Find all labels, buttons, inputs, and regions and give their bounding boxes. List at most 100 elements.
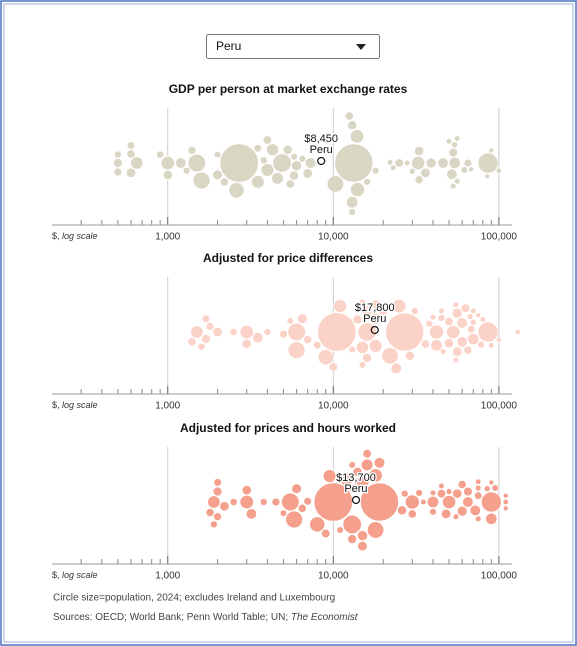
bubble	[289, 170, 300, 181]
bubble	[282, 144, 293, 155]
bubble	[456, 317, 468, 329]
bubble	[209, 520, 218, 529]
bubble	[219, 143, 259, 183]
bubble	[304, 157, 317, 169]
bubble	[462, 496, 474, 508]
x-axis-label: $, log scale	[52, 570, 98, 580]
bubble	[404, 494, 420, 510]
bubble	[444, 316, 454, 327]
bubble	[400, 489, 409, 498]
bubble	[252, 332, 264, 344]
x-tick-label: 100,000	[481, 571, 518, 582]
bubble	[113, 150, 122, 159]
bubble	[192, 171, 211, 190]
bubble	[429, 508, 437, 516]
bubble	[477, 340, 485, 349]
bubble	[436, 488, 447, 499]
bubble	[349, 129, 365, 144]
dropdown-box[interactable]	[206, 34, 380, 59]
bubble	[348, 484, 357, 492]
highlight-value: $13,700	[336, 472, 376, 484]
bubble	[272, 153, 292, 173]
bubble	[212, 486, 223, 497]
bubble	[285, 179, 295, 189]
bubble	[469, 504, 481, 517]
bubble	[187, 337, 197, 347]
highlight-marker	[351, 495, 361, 505]
bubble	[190, 325, 204, 339]
bubble	[389, 164, 397, 172]
bubble	[156, 150, 165, 159]
bubble	[212, 326, 223, 338]
highlight-value: $8,450	[304, 133, 338, 145]
bubble	[350, 182, 365, 198]
bubble	[404, 350, 415, 361]
bubble	[386, 159, 394, 166]
bubble	[352, 466, 363, 477]
bubble	[322, 469, 337, 483]
panel-title: Adjusted for price differences	[203, 251, 373, 265]
bubble	[414, 175, 424, 185]
bubble	[266, 143, 280, 157]
bubble	[262, 135, 273, 145]
bubble	[201, 314, 211, 323]
bubble	[241, 338, 252, 349]
dropdown[interactable]: Peru	[206, 34, 380, 59]
bubble	[414, 146, 425, 157]
bubble	[279, 509, 288, 517]
bubble	[425, 157, 437, 169]
bubble	[456, 505, 468, 517]
highlight-value: $17,800	[355, 302, 395, 314]
bubble	[336, 526, 344, 534]
bubble	[113, 167, 123, 177]
bubble	[463, 486, 473, 497]
bubble	[287, 322, 306, 342]
bubble	[451, 141, 458, 149]
x-tick-label: 100,000	[481, 232, 518, 243]
bubble	[469, 318, 477, 326]
bubble	[328, 362, 338, 372]
bubble	[370, 299, 381, 309]
bubble	[514, 329, 521, 335]
bubble	[452, 356, 460, 364]
bubble	[373, 457, 386, 469]
bubble	[463, 158, 473, 168]
bubble	[480, 491, 502, 513]
highlight-marker	[370, 325, 379, 335]
bubble	[467, 332, 480, 346]
bubble	[259, 156, 268, 165]
bubble	[390, 362, 402, 375]
bubble	[454, 135, 461, 142]
bubble	[460, 303, 471, 313]
bubble	[187, 153, 207, 173]
bubble	[187, 146, 197, 155]
bubble	[201, 334, 211, 344]
bubble	[241, 485, 252, 496]
x-tick-label: 10,000	[318, 571, 349, 582]
footer-note: Circle size=population, 2024; excludes I…	[53, 593, 335, 604]
bubble	[488, 479, 495, 486]
bubble	[420, 339, 430, 349]
bubble	[439, 348, 447, 355]
bubble	[205, 508, 215, 517]
dropdown-arrow[interactable]	[356, 44, 366, 50]
bubble	[368, 339, 383, 353]
dropdown-value[interactable]: Peru	[216, 39, 241, 53]
bubble	[130, 156, 144, 170]
bubble	[404, 159, 411, 167]
bubble	[410, 307, 419, 315]
bubble	[488, 342, 495, 349]
bubble	[205, 322, 215, 331]
bubble	[420, 498, 427, 506]
bubble	[239, 324, 254, 340]
bubble	[488, 147, 495, 154]
bubble	[491, 484, 499, 492]
bubble	[466, 313, 474, 320]
bubble	[342, 514, 362, 535]
bubble	[126, 141, 136, 150]
bubble	[438, 307, 445, 315]
sources-publication: The Economist	[291, 612, 359, 623]
x-axis-unit: $,	[52, 231, 60, 241]
